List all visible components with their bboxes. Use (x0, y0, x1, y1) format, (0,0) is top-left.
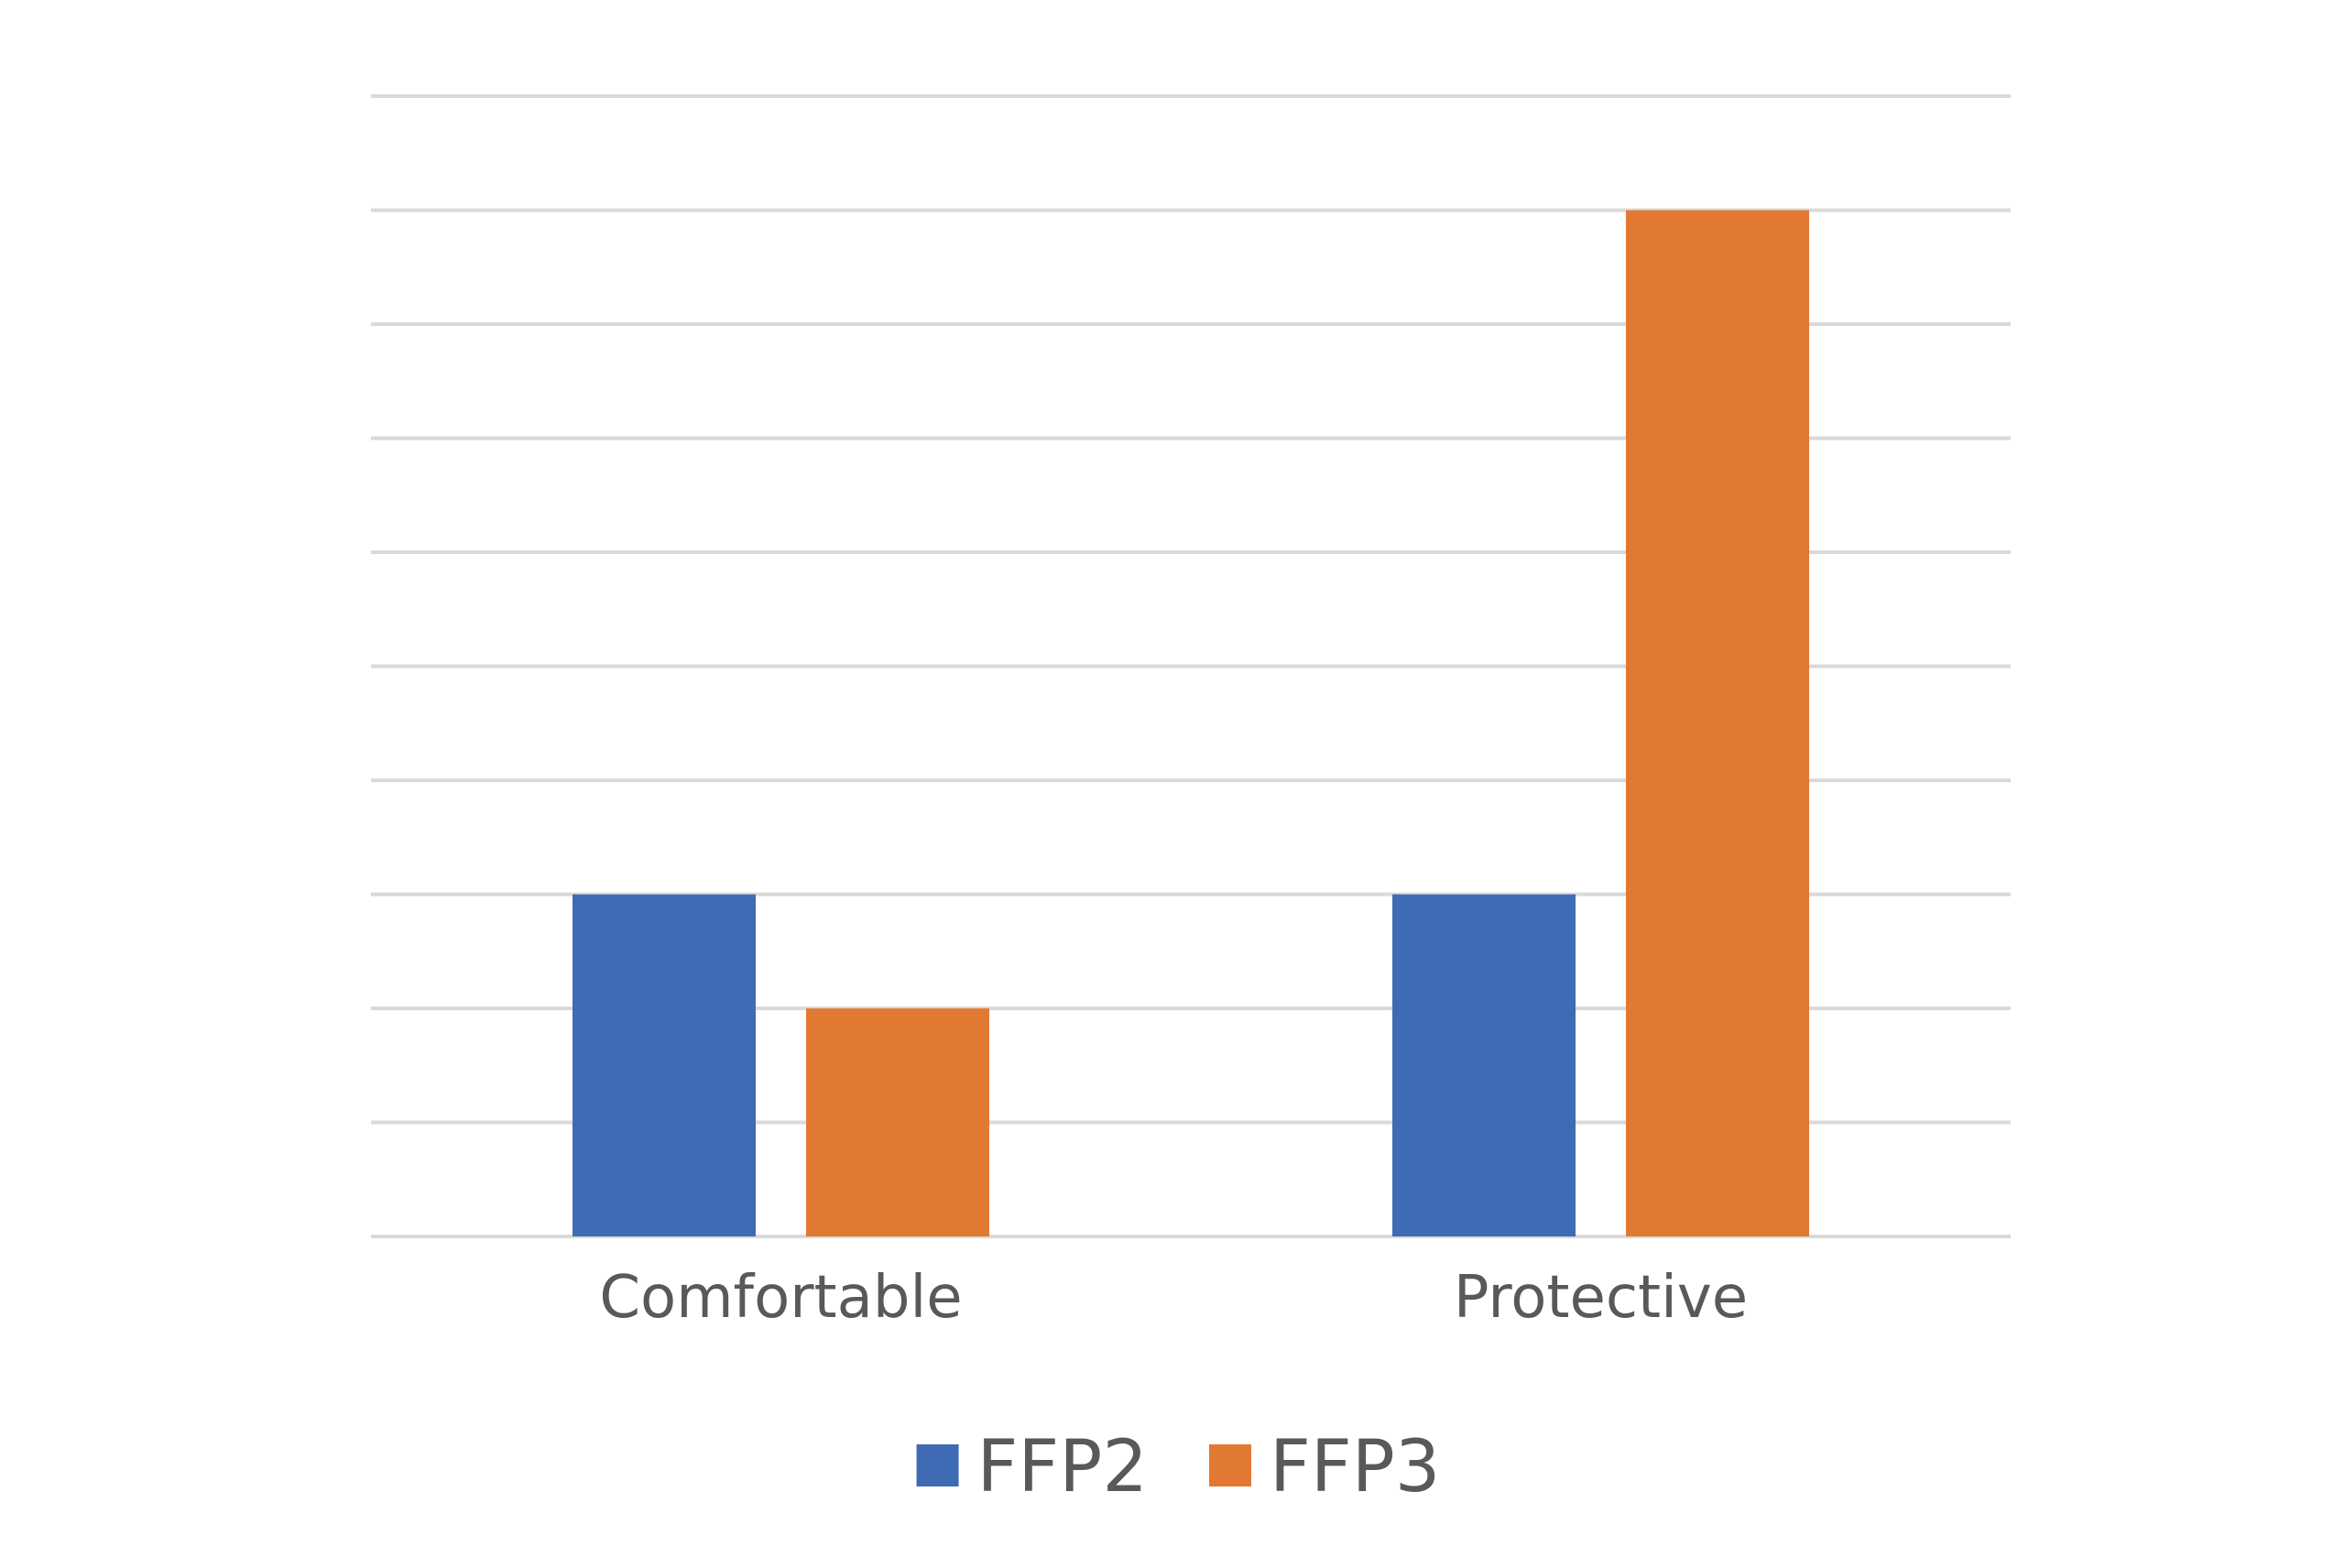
legend-label-ffp2: FFP2 (977, 1426, 1148, 1508)
legend: FFP2 FFP3 (916, 1426, 1440, 1508)
x-axis-tick-labels: Comfortable Protective (599, 1264, 1748, 1332)
bar-ffp2-protective (1392, 894, 1576, 1236)
legend-swatch-ffp2 (916, 1444, 959, 1486)
bars (573, 210, 1809, 1236)
bar-ffp3-comfortable (806, 1008, 989, 1236)
x-tick-label-protective: Protective (1454, 1264, 1748, 1332)
legend-swatch-ffp3 (1209, 1444, 1251, 1486)
bar-ffp2-comfortable (573, 894, 756, 1236)
bar-ffp3-protective (1626, 210, 1809, 1236)
legend-label-ffp3: FFP3 (1270, 1426, 1440, 1508)
x-tick-label-comfortable: Comfortable (599, 1264, 962, 1332)
